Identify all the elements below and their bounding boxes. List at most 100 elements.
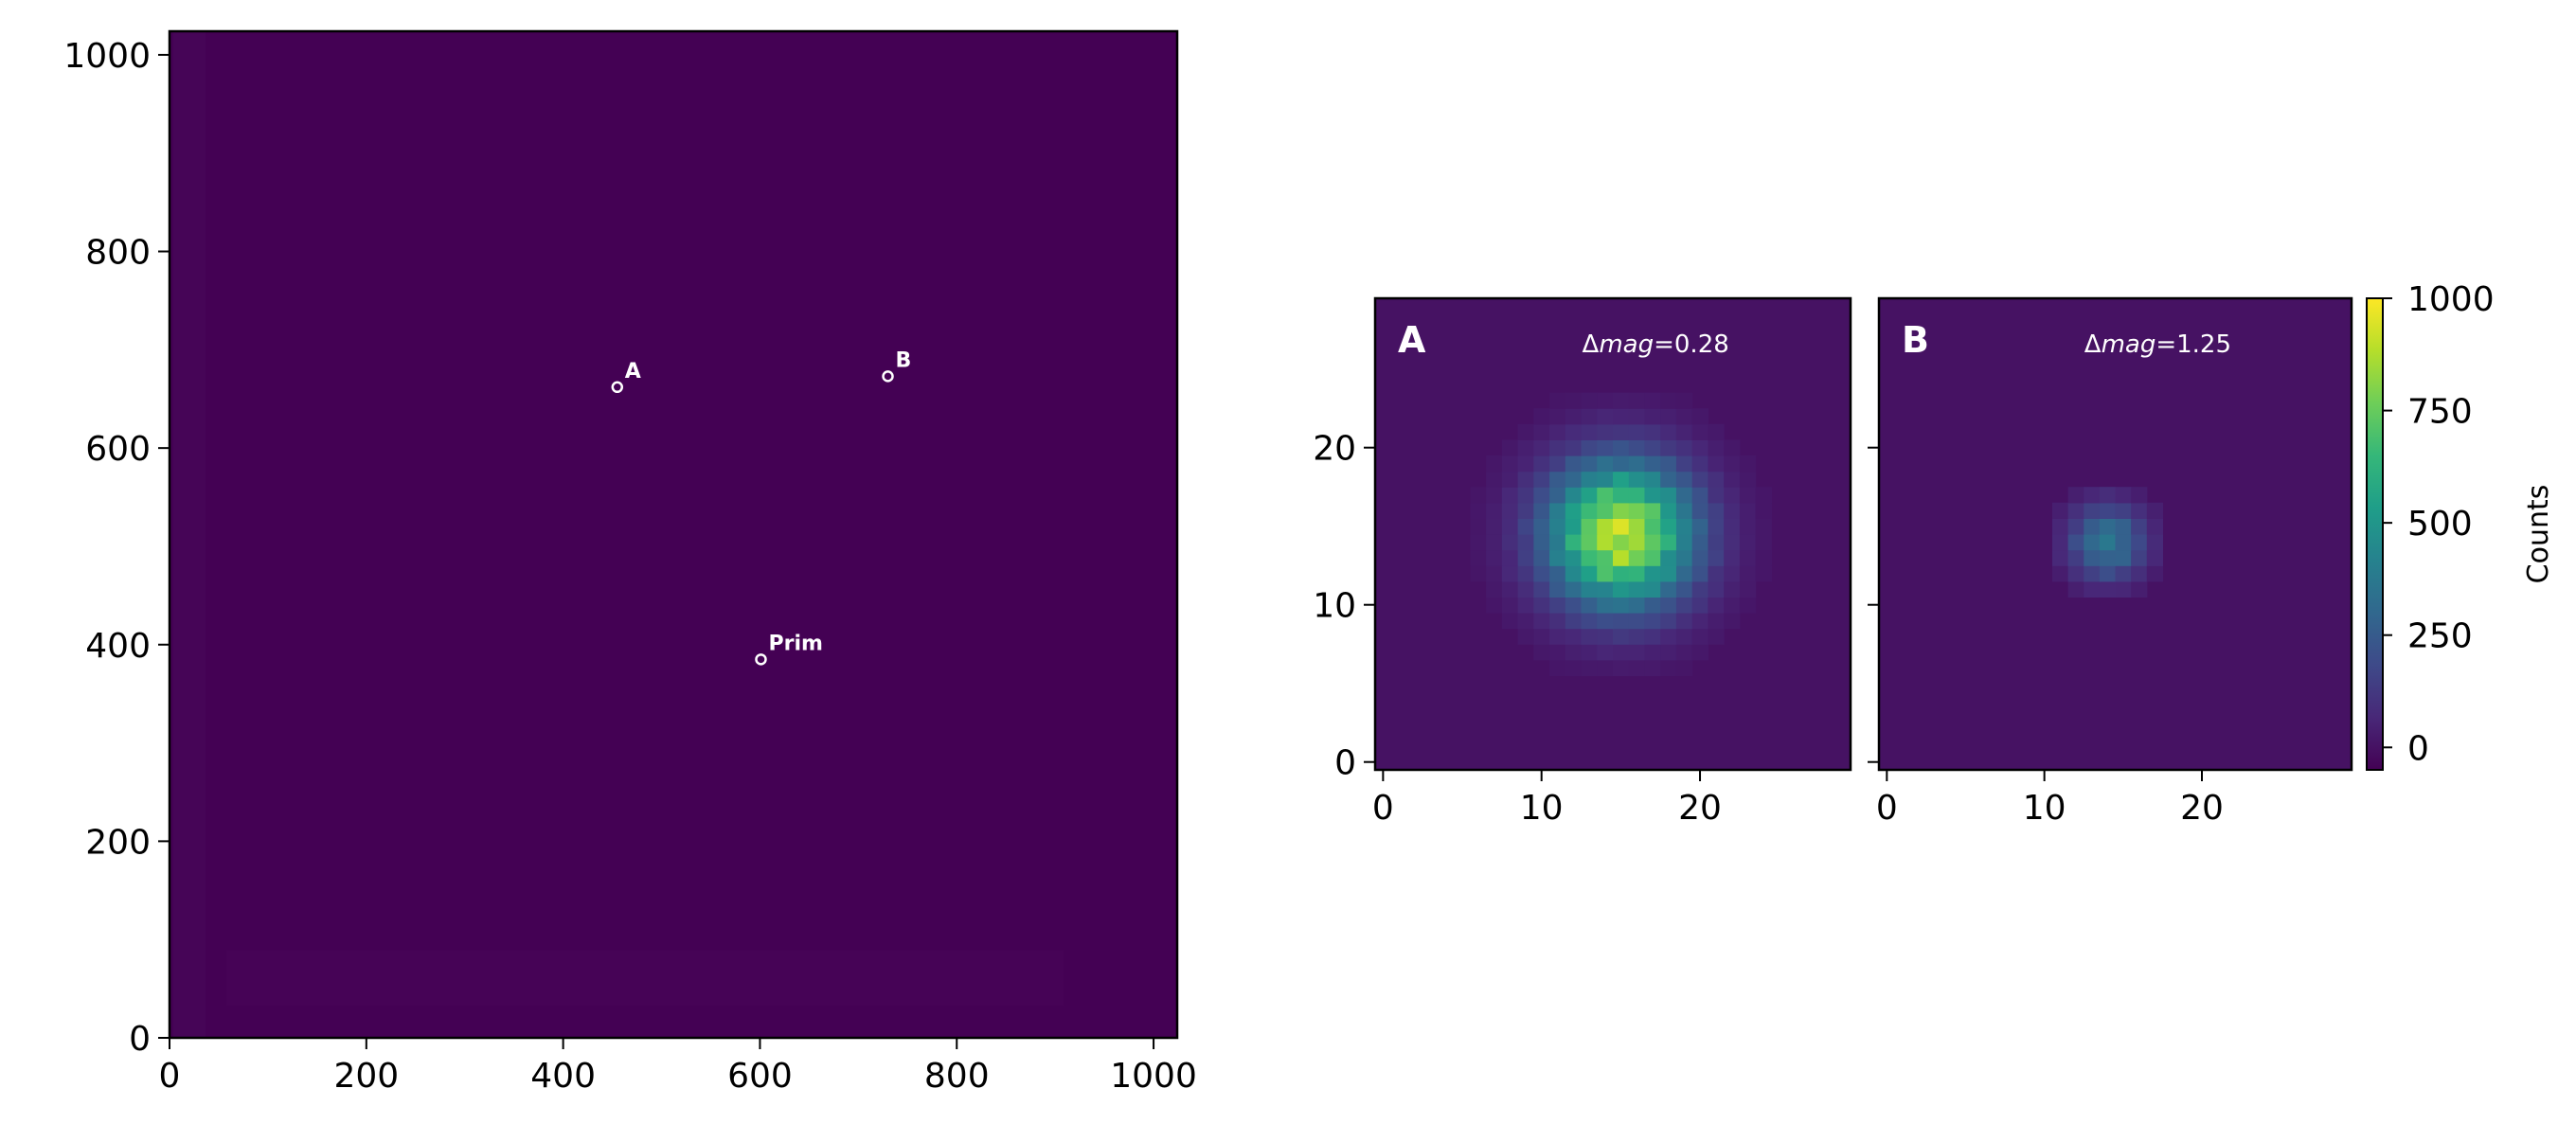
pixel-cell	[1533, 487, 1550, 504]
pixel-cell	[1644, 597, 1661, 614]
pixel-cell	[1597, 392, 1614, 409]
pixel-cell	[1501, 518, 1519, 535]
axes-frame	[1877, 296, 2353, 772]
cutout-b-panel: 0 10 20 B Δmag=1.25	[1868, 296, 2353, 828]
pixel-cell	[1470, 549, 1487, 566]
pixel-cell	[1675, 613, 1693, 630]
pixel-cell	[1501, 580, 1519, 598]
pixel-cell	[1486, 565, 1503, 582]
pixel-cell	[1613, 518, 1630, 535]
pixel-cell	[1549, 502, 1566, 519]
pixel-cell	[1597, 644, 1614, 661]
pixel-cell	[1565, 659, 1583, 676]
pixel-cell	[1660, 534, 1677, 551]
pixel-cell	[1660, 565, 1677, 582]
pixel-cell	[1517, 549, 1534, 566]
pixel-cell	[1501, 455, 1519, 473]
pixel-cell	[1581, 518, 1598, 535]
pixel-cell	[2146, 502, 2163, 519]
pixel-cell	[1486, 487, 1503, 504]
pixel-cell	[1549, 455, 1566, 473]
pixel-cell	[2115, 549, 2132, 566]
pixel-cell	[1581, 580, 1598, 598]
pixel-cell	[1660, 659, 1677, 676]
x-tick-label: 800	[924, 1057, 990, 1096]
pixel-cell	[1660, 518, 1677, 535]
pixel-cell	[1675, 423, 1693, 440]
pixel-cell	[2146, 534, 2163, 551]
colorbar-tick-label: 250	[2407, 617, 2473, 656]
pixel-cell	[1581, 392, 1598, 409]
pixel-cell	[1581, 628, 1598, 645]
pixel-cell	[2051, 565, 2069, 582]
pixel-cell	[1581, 455, 1598, 473]
pixel-cell	[1549, 487, 1566, 504]
field-image-panel: 0 200 400 600 800 1000 0 200 400 600 800 1000 A B Prim	[63, 29, 1197, 1096]
pixel-cell	[1628, 518, 1646, 535]
pixel-cell	[1501, 597, 1519, 614]
pixel-cell	[1613, 502, 1630, 519]
pixel-cell	[2067, 565, 2084, 582]
pixel-cell	[1581, 549, 1598, 566]
pixel-cell	[1691, 455, 1708, 473]
pixel-cell	[1565, 597, 1583, 614]
pixel-cell	[1549, 549, 1566, 566]
pixel-cell	[1565, 455, 1583, 473]
pixel-cell	[1486, 549, 1503, 566]
pixel-cell	[1581, 644, 1598, 661]
pixel-cell	[1565, 518, 1583, 535]
pixel-cell	[1660, 408, 1677, 425]
pixel-cell	[1597, 423, 1614, 440]
pixel-cell	[1549, 613, 1566, 630]
y-tick-label: 600	[85, 430, 151, 469]
pixel-cell	[1739, 487, 1757, 504]
pixel-cell	[1581, 487, 1598, 504]
pixel-cell	[1501, 502, 1519, 519]
pixel-cell	[1517, 613, 1534, 630]
pixel-cell	[1675, 392, 1693, 409]
pixel-cell	[1691, 597, 1708, 614]
pixel-cell	[1517, 423, 1534, 440]
pixel-cell	[1533, 439, 1550, 456]
pixel-cell	[1549, 518, 1566, 535]
pixel-cell	[1739, 534, 1757, 551]
pixel-cell	[1549, 392, 1566, 409]
pixel-cell	[1724, 487, 1741, 504]
pixel-cell	[2131, 502, 2148, 519]
pixel-cell	[1597, 502, 1614, 519]
pixel-cell	[2099, 534, 2117, 551]
pixel-cell	[1470, 487, 1487, 504]
pixel-cell	[1517, 580, 1534, 598]
pixel-cell	[2131, 487, 2148, 504]
pixel-cell	[1644, 518, 1661, 535]
pixel-cell	[1628, 439, 1646, 456]
source-label-a: A	[625, 360, 641, 384]
pixel-cell	[1517, 487, 1534, 504]
pixel-cell	[1501, 565, 1519, 582]
pixel-cell	[1628, 580, 1646, 598]
pixel-cell	[1613, 613, 1630, 630]
pixel-cell	[1708, 455, 1725, 473]
pixel-cell	[1691, 518, 1708, 535]
pixel-cell	[1660, 549, 1677, 566]
pixel-cell	[1581, 408, 1598, 425]
pixel-cell	[2146, 518, 2163, 535]
pixel-cell	[1549, 580, 1566, 598]
pixel-cell	[1644, 487, 1661, 504]
pixel-cell	[1486, 455, 1503, 473]
y-tick-label: 1000	[63, 37, 151, 76]
pixel-cell	[1613, 471, 1630, 488]
pixel-cell	[1613, 659, 1630, 676]
pixel-cell	[1691, 487, 1708, 504]
pixel-cell	[1565, 580, 1583, 598]
pixel-cell	[1533, 534, 1550, 551]
pixel-cell	[1597, 439, 1614, 456]
pixel-cell	[1501, 439, 1519, 456]
y-tick-label: 200	[85, 823, 151, 862]
pixel-cell	[1517, 565, 1534, 582]
pixel-cell	[1708, 628, 1725, 645]
pixel-cell	[2084, 534, 2101, 551]
pixel-cell	[2051, 502, 2069, 519]
pixel-cell	[1533, 502, 1550, 519]
pixel-cell	[2131, 518, 2148, 535]
